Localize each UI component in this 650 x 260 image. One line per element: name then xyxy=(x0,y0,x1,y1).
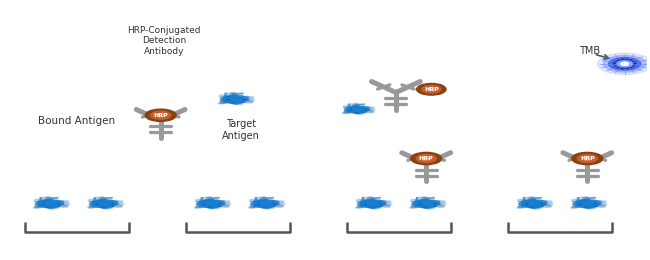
Circle shape xyxy=(613,59,636,68)
Polygon shape xyxy=(517,197,551,209)
Circle shape xyxy=(145,109,176,121)
Text: HRP: HRP xyxy=(580,156,595,161)
Polygon shape xyxy=(517,198,553,209)
Text: Target
Antigen: Target Antigen xyxy=(222,119,260,141)
Circle shape xyxy=(422,86,441,93)
Circle shape xyxy=(151,111,171,119)
Circle shape xyxy=(603,55,646,72)
Polygon shape xyxy=(34,198,70,209)
Circle shape xyxy=(608,57,641,70)
Polygon shape xyxy=(35,197,69,209)
Text: Bound Antigen: Bound Antigen xyxy=(38,116,116,126)
Circle shape xyxy=(411,152,441,165)
Polygon shape xyxy=(195,198,231,209)
Polygon shape xyxy=(250,198,285,209)
Circle shape xyxy=(416,154,436,162)
Polygon shape xyxy=(249,197,283,209)
Circle shape xyxy=(621,62,629,65)
Polygon shape xyxy=(410,197,445,209)
Polygon shape xyxy=(343,103,374,114)
Circle shape xyxy=(572,152,603,165)
Circle shape xyxy=(617,61,632,67)
Polygon shape xyxy=(88,198,124,209)
Text: HRP-Conjugated
Detection
Antibody: HRP-Conjugated Detection Antibody xyxy=(127,26,201,56)
Circle shape xyxy=(422,157,431,160)
Polygon shape xyxy=(571,197,606,209)
Polygon shape xyxy=(218,92,253,105)
Polygon shape xyxy=(34,197,68,209)
Polygon shape xyxy=(411,197,445,209)
Polygon shape xyxy=(89,197,123,209)
Circle shape xyxy=(417,83,446,95)
Text: HRP: HRP xyxy=(419,156,434,161)
Circle shape xyxy=(597,53,650,75)
Circle shape xyxy=(582,157,592,160)
Text: HRP: HRP xyxy=(424,87,439,92)
Text: HRP: HRP xyxy=(153,113,168,118)
Polygon shape xyxy=(411,198,446,209)
Polygon shape xyxy=(196,197,230,209)
Circle shape xyxy=(577,154,597,162)
Polygon shape xyxy=(88,197,122,209)
Polygon shape xyxy=(343,105,375,114)
Polygon shape xyxy=(356,198,392,209)
Polygon shape xyxy=(356,197,391,209)
Polygon shape xyxy=(219,94,255,105)
Polygon shape xyxy=(571,198,607,209)
Text: TMB: TMB xyxy=(578,46,600,56)
Circle shape xyxy=(427,88,436,91)
Polygon shape xyxy=(250,197,284,209)
Circle shape xyxy=(156,113,165,117)
Polygon shape xyxy=(573,197,606,209)
Polygon shape xyxy=(344,104,374,114)
Polygon shape xyxy=(194,197,229,209)
Polygon shape xyxy=(357,197,391,209)
Polygon shape xyxy=(220,93,254,104)
Polygon shape xyxy=(518,197,552,209)
